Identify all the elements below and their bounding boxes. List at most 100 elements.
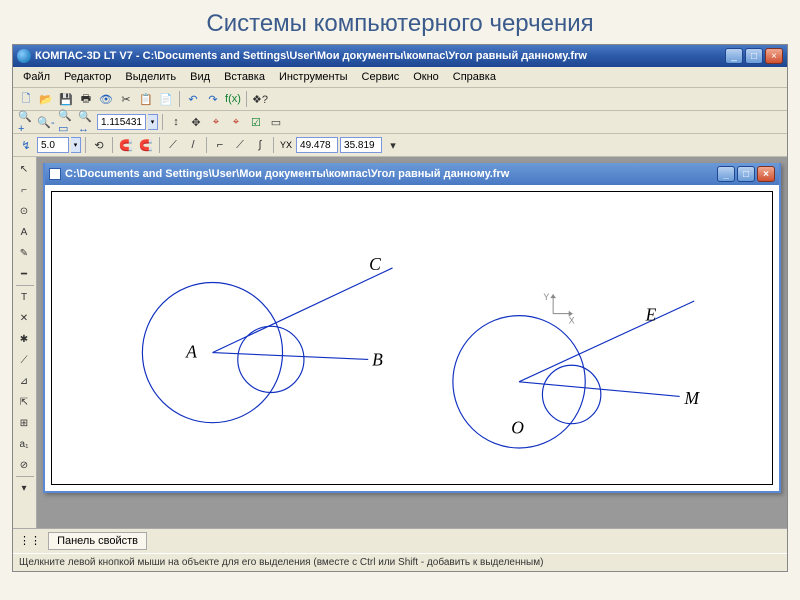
cut-icon[interactable]: ✂ bbox=[117, 90, 135, 108]
coord-more[interactable]: ▾ bbox=[384, 136, 402, 154]
diag-icon[interactable]: ⟋ bbox=[231, 136, 249, 154]
tool-more-icon[interactable]: ▾ bbox=[14, 478, 34, 498]
zoomfit-icon[interactable]: 🔍↔ bbox=[77, 113, 95, 131]
help-icon[interactable]: ❖? bbox=[251, 90, 269, 108]
doc-close-button[interactable]: × bbox=[757, 166, 775, 182]
tool-del-icon[interactable]: ⊘ bbox=[14, 455, 34, 475]
coord-x[interactable]: 49.478 bbox=[296, 137, 338, 153]
snap1-icon[interactable]: ⟋ bbox=[164, 136, 182, 154]
slide-title: Системы компьютерного черчения bbox=[0, 0, 800, 44]
menubar: Файл Редактор Выделить Вид Вставка Инстр… bbox=[13, 67, 787, 88]
sep bbox=[206, 137, 207, 153]
target1-icon[interactable]: ⌖ bbox=[207, 113, 225, 131]
open-icon[interactable]: 📂 bbox=[37, 90, 55, 108]
document-window: C:\Documents and Settings\User\Мои докум… bbox=[43, 163, 781, 493]
document-title: C:\Documents and Settings\User\Мои докум… bbox=[65, 168, 717, 180]
drawing-canvas[interactable]: ABCYXOME bbox=[51, 191, 773, 485]
tool-x-icon[interactable]: ✕ bbox=[14, 308, 34, 328]
menu-select[interactable]: Выделить bbox=[119, 69, 182, 85]
zoomin-icon[interactable]: 🔍+ bbox=[17, 113, 35, 131]
tool-grid-icon[interactable]: ⊞ bbox=[14, 413, 34, 433]
curve-icon[interactable]: ∫ bbox=[251, 136, 269, 154]
ortho-icon[interactable]: ⌐ bbox=[211, 136, 229, 154]
magnet1-icon[interactable]: 🧲 bbox=[117, 136, 135, 154]
menu-window[interactable]: Окно bbox=[407, 69, 445, 85]
fx-icon[interactable]: f(x) bbox=[224, 90, 242, 108]
left-toolbox: ↖ ⌐ ⊙ A ✎ ━ T ✕ ✱ ⟋ ⊿ ⇱ ⊞ a₁ ⊘ ▾ bbox=[13, 157, 37, 528]
zoom-value[interactable]: 1.115431 bbox=[97, 114, 146, 130]
maximize-button[interactable]: □ bbox=[745, 48, 763, 64]
print-icon[interactable]: 🖶 bbox=[77, 90, 95, 108]
zoomwin-icon[interactable]: 🔍▭ bbox=[57, 113, 75, 131]
close-button[interactable]: × bbox=[765, 48, 783, 64]
menu-insert[interactable]: Вставка bbox=[218, 69, 271, 85]
save-icon[interactable]: 💾 bbox=[57, 90, 75, 108]
target2-icon[interactable]: ⌖ bbox=[227, 113, 245, 131]
statusbar: Щелкните левой кнопкой мыши на объекте д… bbox=[13, 553, 787, 571]
app-icon bbox=[17, 49, 31, 63]
svg-text:O: O bbox=[511, 417, 524, 437]
move-icon[interactable]: ✥ bbox=[187, 113, 205, 131]
tool-star-icon[interactable]: ✱ bbox=[14, 329, 34, 349]
tool-t-icon[interactable]: T bbox=[14, 287, 34, 307]
step-icon[interactable]: ↯ bbox=[17, 136, 35, 154]
new-icon[interactable]: 🗋 bbox=[17, 90, 35, 108]
svg-text:Y: Y bbox=[543, 292, 549, 302]
document-titlebar: C:\Documents and Settings\User\Мои докум… bbox=[45, 163, 779, 185]
svg-text:A: A bbox=[185, 341, 197, 361]
svg-text:B: B bbox=[372, 349, 383, 369]
menu-edit[interactable]: Редактор bbox=[58, 69, 117, 85]
svg-text:C: C bbox=[369, 254, 381, 274]
properties-panel: ⋮⋮ Панель свойств bbox=[13, 528, 787, 553]
pan-icon[interactable]: ↕ bbox=[167, 113, 185, 131]
tool-dim-icon[interactable]: ⟋ bbox=[14, 350, 34, 370]
tool-a1-icon[interactable]: a₁ bbox=[14, 434, 34, 454]
svg-text:E: E bbox=[645, 304, 657, 324]
menu-file[interactable]: Файл bbox=[17, 69, 56, 85]
tool-tri-icon[interactable]: ⊿ bbox=[14, 371, 34, 391]
doc-maximize-button[interactable]: □ bbox=[737, 166, 755, 182]
coord-label: YX bbox=[280, 140, 292, 150]
undo-icon[interactable]: ↶ bbox=[184, 90, 202, 108]
preview-icon[interactable]: 👁 bbox=[97, 90, 115, 108]
magnet2-icon[interactable]: 🧲 bbox=[137, 136, 155, 154]
minimize-button[interactable]: _ bbox=[725, 48, 743, 64]
step-dropdown[interactable]: ▾ bbox=[71, 137, 81, 153]
properties-tab[interactable]: Панель свойств bbox=[48, 532, 147, 550]
copy-icon[interactable]: 📋 bbox=[137, 90, 155, 108]
sep bbox=[273, 137, 274, 153]
menu-view[interactable]: Вид bbox=[184, 69, 216, 85]
frame-icon[interactable]: ▭ bbox=[267, 113, 285, 131]
svg-text:X: X bbox=[569, 315, 575, 325]
sep bbox=[246, 91, 247, 107]
tool-line-icon[interactable]: ⌐ bbox=[14, 180, 34, 200]
workspace: ↖ ⌐ ⊙ A ✎ ━ T ✕ ✱ ⟋ ⊿ ⇱ ⊞ a₁ ⊘ ▾ C:\Docu… bbox=[13, 157, 787, 528]
check-icon[interactable]: ☑ bbox=[247, 113, 265, 131]
snap2-icon[interactable]: / bbox=[184, 136, 202, 154]
sep bbox=[179, 91, 180, 107]
menu-tools[interactable]: Инструменты bbox=[273, 69, 354, 85]
tool-hline-icon[interactable]: ━ bbox=[14, 264, 34, 284]
menu-help[interactable]: Справка bbox=[447, 69, 502, 85]
zoom-dropdown[interactable]: ▾ bbox=[148, 114, 158, 130]
tool-arrow-icon[interactable]: ⇱ bbox=[14, 392, 34, 412]
step-value[interactable]: 5.0 bbox=[37, 137, 69, 153]
menu-service[interactable]: Сервис bbox=[356, 69, 406, 85]
document-icon bbox=[49, 168, 61, 180]
doc-minimize-button[interactable]: _ bbox=[717, 166, 735, 182]
sep bbox=[159, 137, 160, 153]
tool-circle-icon[interactable]: ⊙ bbox=[14, 201, 34, 221]
toolbar-view: 🔍+ 🔍- 🔍▭ 🔍↔ 1.115431 ▾ ↕ ✥ ⌖ ⌖ ☑ ▭ bbox=[13, 111, 787, 134]
paste-icon[interactable]: 📄 bbox=[157, 90, 175, 108]
tool-text-icon[interactable]: A bbox=[14, 222, 34, 242]
redo-icon[interactable]: ↷ bbox=[204, 90, 222, 108]
zoomout-icon[interactable]: 🔍- bbox=[37, 113, 55, 131]
coord-y[interactable]: 35.819 bbox=[340, 137, 382, 153]
refresh-icon[interactable]: ⟲ bbox=[90, 136, 108, 154]
status-text: Щелкните левой кнопкой мыши на объекте д… bbox=[19, 557, 543, 568]
panel-grip-icon: ⋮⋮ bbox=[19, 535, 41, 547]
tool-select-icon[interactable]: ↖ bbox=[14, 159, 34, 179]
tool-draw-icon[interactable]: ✎ bbox=[14, 243, 34, 263]
titlebar: КОМПАС-3D LT V7 - C:\Documents and Setti… bbox=[13, 45, 787, 67]
toolbar-standard: 🗋 📂 💾 🖶 👁 ✂ 📋 📄 ↶ ↷ f(x) ❖? bbox=[13, 88, 787, 111]
